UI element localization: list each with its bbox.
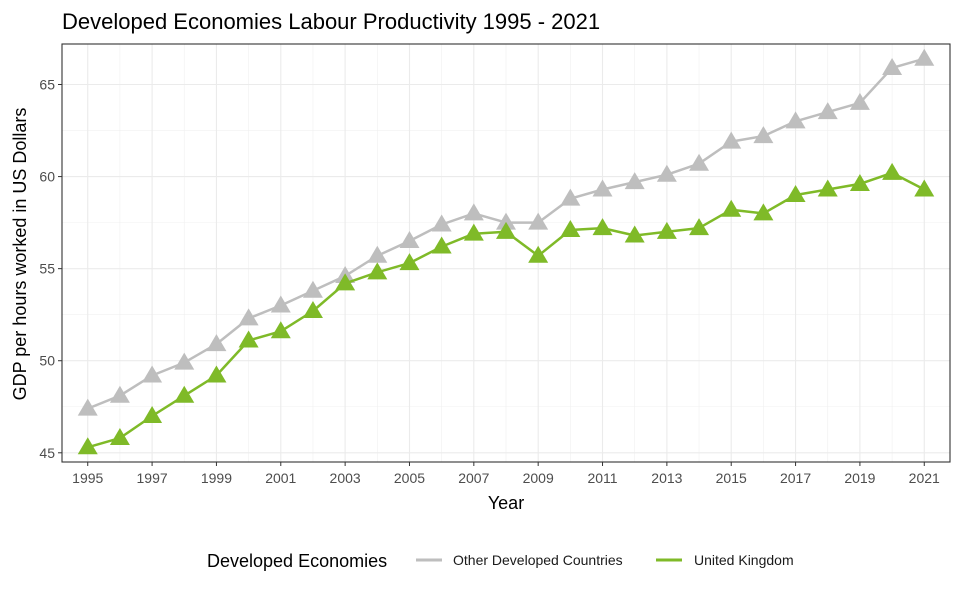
data-point-united-kingdom [302, 301, 323, 319]
y-axis-title: GDP per hours worked in US Dollars [10, 108, 30, 401]
data-point-united-kingdom [270, 321, 291, 339]
data-point-other-developed-countries [849, 92, 870, 110]
data-point-other-developed-countries [721, 131, 742, 149]
x-tick-label: 2017 [780, 470, 811, 486]
data-point-united-kingdom [592, 218, 613, 236]
data-point-other-developed-countries [656, 164, 677, 182]
x-axis-title: Year [488, 493, 524, 513]
data-point-other-developed-countries [431, 214, 452, 232]
legend-label-other-developed-countries: Other Developed Countries [453, 552, 623, 568]
data-point-other-developed-countries [592, 179, 613, 197]
x-tick-label: 2009 [523, 470, 554, 486]
data-point-united-kingdom [817, 179, 838, 197]
data-point-united-kingdom [206, 365, 227, 383]
chart-title: Developed Economies Labour Productivity … [62, 9, 600, 34]
data-point-other-developed-countries [914, 48, 935, 66]
data-point-united-kingdom [689, 218, 710, 236]
x-tick-label: 2007 [458, 470, 489, 486]
data-point-other-developed-countries [560, 188, 581, 206]
data-point-other-developed-countries [817, 102, 838, 120]
x-tick-label: 2019 [844, 470, 875, 486]
data-point-united-kingdom [849, 173, 870, 191]
data-point-united-kingdom [560, 219, 581, 237]
x-tick-label: 2005 [394, 470, 425, 486]
x-tick-label: 2021 [909, 470, 940, 486]
data-point-other-developed-countries [496, 212, 516, 230]
x-tick-label: 1995 [72, 470, 103, 486]
data-point-united-kingdom [914, 179, 935, 197]
legend-title: Developed Economies [207, 551, 387, 571]
data-point-other-developed-countries [270, 295, 291, 313]
data-point-other-developed-countries [174, 352, 195, 370]
data-point-united-kingdom [753, 203, 774, 221]
data-point-united-kingdom [431, 236, 452, 254]
data-point-other-developed-countries [753, 126, 774, 144]
plot-area: 45 50 55 60 65 1995 1997 1999 2001 2003 2005 2007 20… [39, 43, 951, 486]
data-point-united-kingdom [528, 245, 549, 263]
data-point-other-developed-countries [238, 308, 259, 326]
data-point-united-kingdom [882, 162, 903, 180]
x-tick-label: 2001 [265, 470, 296, 486]
data-point-united-kingdom [463, 223, 484, 241]
y-tick-label: 45 [39, 445, 55, 461]
data-point-other-developed-countries [206, 334, 227, 352]
data-point-other-developed-countries [302, 280, 323, 298]
x-tick-label: 2003 [330, 470, 361, 486]
x-tick-label: 2013 [651, 470, 682, 486]
data-point-other-developed-countries [77, 398, 98, 416]
data-point-united-kingdom [656, 221, 677, 239]
legend-label-united-kingdom: United Kingdom [694, 552, 794, 568]
data-point-united-kingdom [109, 428, 130, 446]
data-point-other-developed-countries [689, 153, 710, 171]
data-point-united-kingdom [496, 221, 516, 239]
y-tick-label: 60 [39, 169, 55, 185]
panel-border [61, 43, 951, 463]
x-tick-label: 2011 [587, 470, 617, 486]
x-tick-label: 1999 [201, 470, 232, 486]
data-point-united-kingdom [721, 199, 742, 217]
y-tick-label: 65 [39, 77, 55, 93]
data-point-other-developed-countries [785, 111, 806, 129]
data-point-other-developed-countries [367, 245, 388, 263]
data-point-united-kingdom [624, 225, 645, 243]
legend: Developed Economies Other Developed Coun… [207, 551, 794, 571]
data-point-united-kingdom [785, 184, 806, 202]
data-point-united-kingdom [77, 437, 98, 455]
data-point-other-developed-countries [624, 172, 645, 190]
data-point-united-kingdom [238, 330, 259, 348]
data-point-other-developed-countries [463, 203, 484, 221]
data-point-united-kingdom [335, 273, 356, 291]
data-point-other-developed-countries [399, 231, 420, 249]
y-tick-label: 55 [39, 261, 55, 277]
data-point-other-developed-countries [882, 57, 903, 75]
data-point-other-developed-countries [109, 385, 130, 403]
data-point-united-kingdom [399, 253, 420, 271]
data-point-other-developed-countries [528, 212, 549, 230]
y-tick-label: 50 [39, 353, 55, 369]
data-point-united-kingdom [174, 385, 195, 403]
data-point-united-kingdom [142, 405, 163, 423]
data-point-united-kingdom [367, 262, 388, 280]
x-tick-label: 2015 [716, 470, 747, 486]
x-tick-label: 1997 [137, 470, 168, 486]
data-point-other-developed-countries [142, 365, 163, 383]
